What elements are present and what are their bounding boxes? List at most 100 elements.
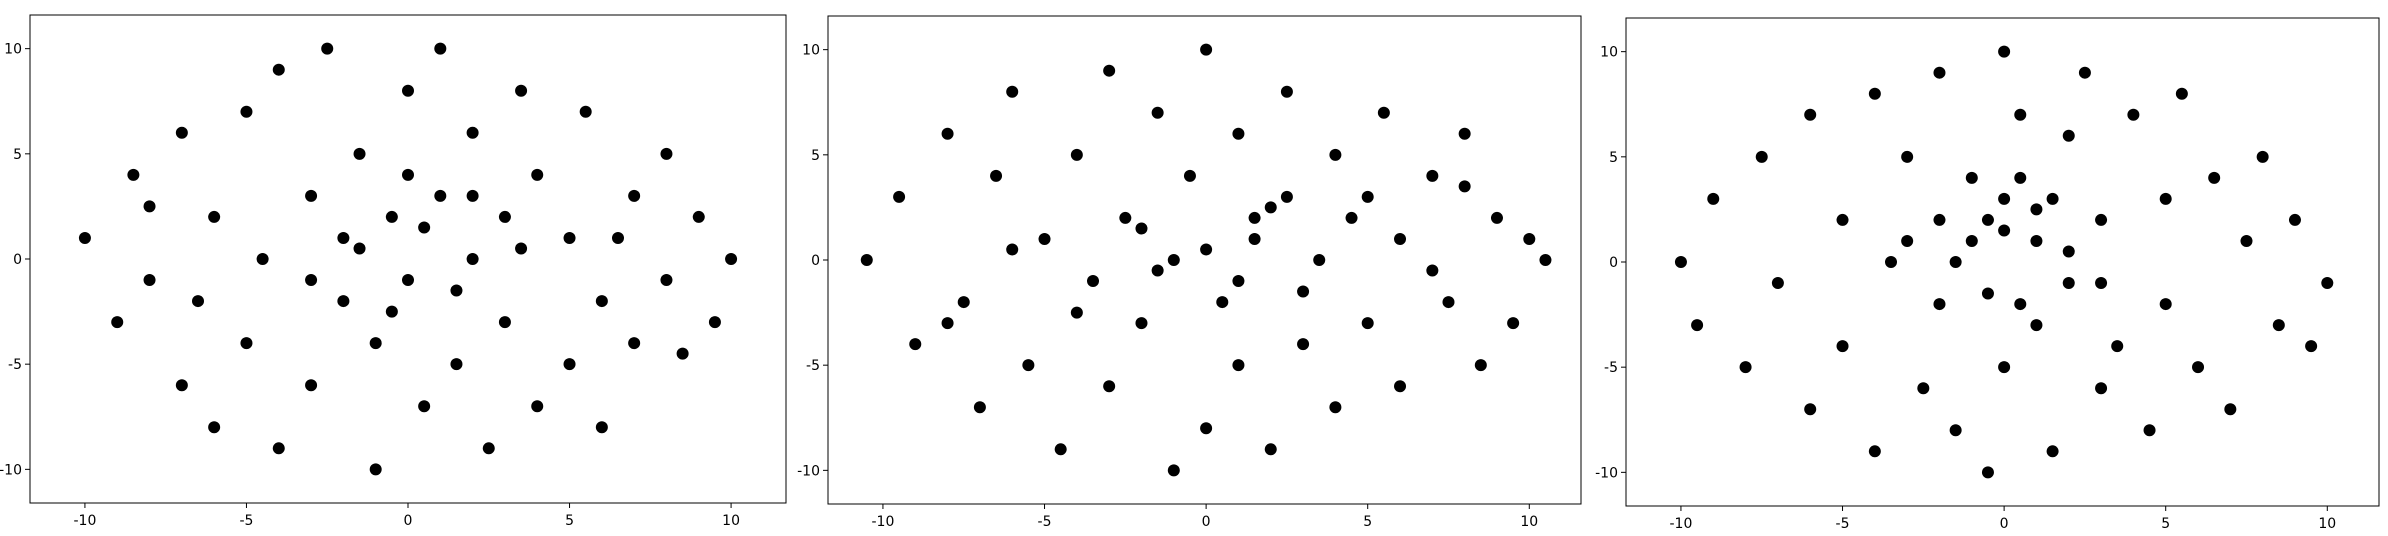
- point: [1691, 319, 1704, 332]
- point: [2256, 150, 2269, 163]
- point: [272, 442, 285, 455]
- point: [893, 190, 906, 203]
- point: [240, 337, 253, 350]
- point: [1329, 401, 1342, 414]
- y-tick-label: 10: [802, 43, 820, 59]
- point: [1507, 317, 1520, 330]
- point: [1264, 443, 1277, 456]
- point: [337, 231, 350, 244]
- point: [192, 295, 204, 308]
- point: [1981, 287, 1994, 300]
- point: [1474, 359, 1487, 372]
- y-tick-label: 5: [1609, 150, 1618, 166]
- point: [595, 421, 608, 434]
- x-tick-label: 10: [1520, 514, 1538, 530]
- point: [1674, 256, 1687, 268]
- point: [595, 295, 608, 308]
- point: [466, 253, 479, 265]
- point: [1771, 277, 1784, 290]
- point: [2175, 87, 2188, 100]
- point: [2095, 277, 2108, 290]
- point: [1248, 211, 1261, 224]
- point: [973, 401, 986, 414]
- point: [1394, 380, 1407, 393]
- point: [434, 189, 447, 202]
- point: [272, 63, 285, 76]
- point: [957, 296, 970, 309]
- point: [1804, 403, 1817, 416]
- point: [240, 105, 253, 118]
- point: [2192, 361, 2205, 374]
- x-tick-label: 5: [565, 513, 574, 529]
- x-tick-label: 5: [1363, 514, 1372, 530]
- point: [2127, 108, 2140, 121]
- point: [2030, 319, 2043, 332]
- point: [175, 379, 188, 392]
- axes-frame: [1625, 17, 2380, 507]
- point: [1933, 298, 1946, 311]
- y-tick-label: 0: [811, 253, 820, 269]
- y-tick-label: -10: [0, 462, 22, 478]
- point: [1232, 359, 1245, 372]
- x-tick-label: -10: [73, 513, 96, 529]
- point: [1965, 234, 1978, 247]
- point: [1200, 43, 1213, 56]
- point: [941, 127, 954, 140]
- point: [2030, 203, 2043, 216]
- point: [1868, 87, 1881, 100]
- point: [1135, 222, 1148, 235]
- x-tick-label: 0: [404, 513, 413, 529]
- point: [1442, 296, 1455, 309]
- point: [2240, 234, 2253, 247]
- point: [2272, 319, 2285, 332]
- point: [531, 168, 544, 181]
- point: [450, 284, 463, 297]
- point: [305, 379, 318, 392]
- point: [1426, 264, 1439, 277]
- point: [628, 337, 641, 350]
- point: [1739, 361, 1752, 374]
- point: [1248, 232, 1261, 245]
- point: [909, 338, 922, 351]
- point: [1200, 243, 1213, 256]
- y-tick-label: -5: [8, 357, 22, 373]
- point: [1836, 213, 1849, 226]
- point: [2014, 108, 2027, 121]
- point: [708, 316, 721, 329]
- point: [402, 274, 414, 287]
- point: [208, 421, 221, 434]
- point: [1070, 306, 1083, 319]
- point: [321, 42, 334, 55]
- point: [2143, 424, 2156, 437]
- point: [111, 316, 124, 329]
- point: [1885, 256, 1898, 268]
- point: [482, 442, 495, 455]
- point: [2046, 192, 2059, 205]
- point: [1901, 234, 1914, 247]
- point: [1151, 264, 1164, 277]
- y-tick-label: 10: [4, 42, 22, 58]
- point: [1167, 464, 1180, 477]
- y-tick-label: 5: [811, 148, 820, 164]
- x-tick-label: 0: [2000, 516, 2009, 532]
- point: [2305, 340, 2318, 353]
- point: [1998, 45, 2011, 58]
- point: [531, 400, 544, 413]
- point: [1087, 275, 1100, 288]
- point: [1949, 424, 1962, 437]
- point: [2095, 382, 2108, 395]
- point: [1216, 296, 1229, 309]
- point: [660, 274, 673, 287]
- point: [1119, 211, 1132, 224]
- point: [402, 168, 414, 181]
- x-tick-label: -5: [1038, 514, 1052, 530]
- point: [660, 147, 673, 160]
- point: [143, 274, 156, 287]
- point: [2046, 445, 2059, 458]
- point: [515, 84, 528, 97]
- point: [208, 210, 221, 223]
- point: [1917, 382, 1930, 395]
- point: [612, 231, 624, 244]
- point: [353, 147, 366, 160]
